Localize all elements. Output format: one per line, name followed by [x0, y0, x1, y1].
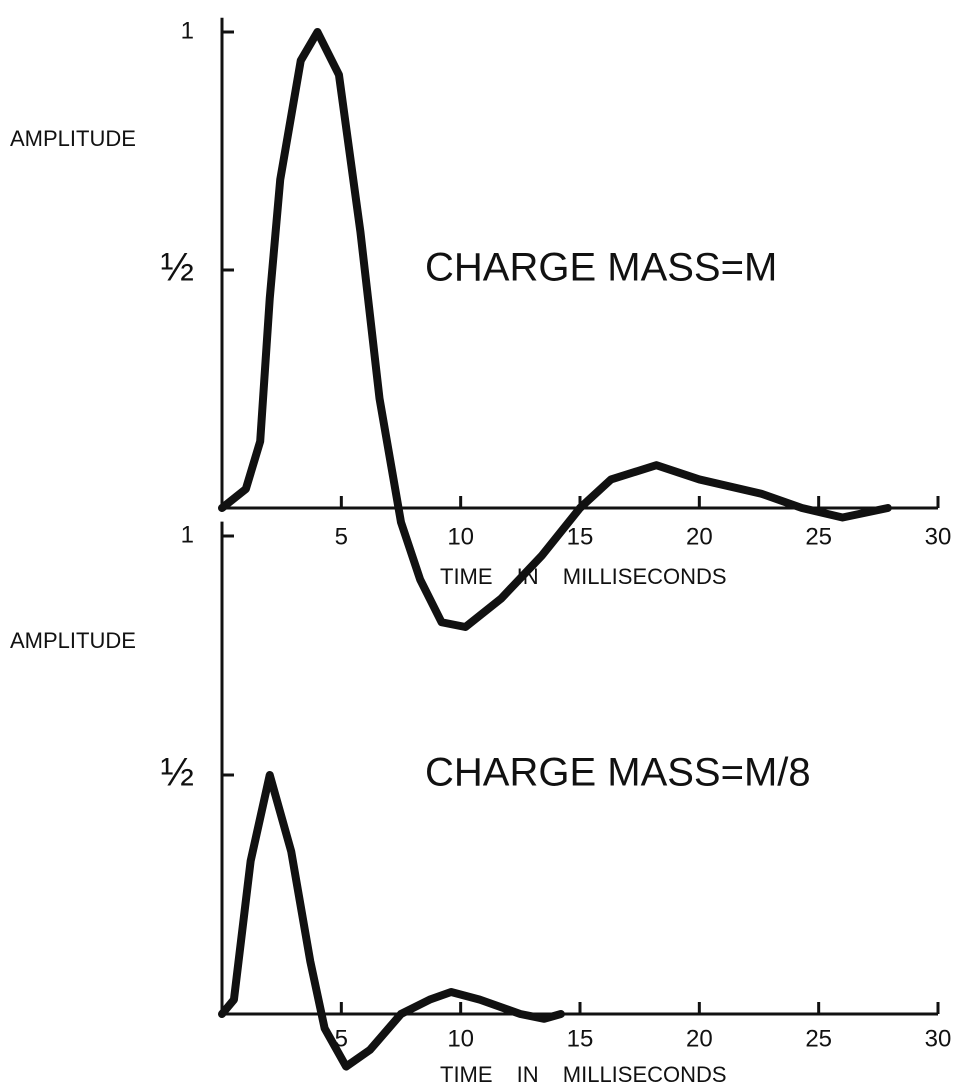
x-tick-label: 10 [447, 1025, 474, 1052]
x-tick-label: 25 [805, 523, 832, 550]
x-tick-label: 15 [567, 1025, 594, 1052]
x-axis-label: TIME IN MILLISECONDS [440, 1062, 727, 1087]
curve [218, 771, 565, 1071]
x-tick-label: 15 [567, 523, 594, 550]
y-tick-label: ½ [161, 246, 194, 290]
x-tick-label: 20 [686, 523, 713, 550]
x-tick-label: 5 [335, 523, 348, 550]
curve [218, 28, 892, 631]
y-tick-label: ½ [161, 751, 194, 795]
x-axis-label: TIME IN MILLISECONDS [440, 564, 727, 589]
y-axis-label: AMPLITUDE [10, 126, 136, 151]
y-axis-label: AMPLITUDE [10, 628, 136, 653]
annotation: CHARGE MASS=M/8 [425, 751, 811, 795]
annotation: CHARGE MASS=M [425, 246, 777, 290]
y-tick-label: 1 [181, 17, 194, 44]
x-tick-label: 30 [925, 1025, 952, 1052]
x-tick-label: 30 [925, 523, 952, 550]
y-tick-label: 1 [181, 521, 194, 548]
x-tick-label: 25 [805, 1025, 832, 1052]
x-tick-label: 20 [686, 1025, 713, 1052]
x-tick-label: 10 [447, 523, 474, 550]
